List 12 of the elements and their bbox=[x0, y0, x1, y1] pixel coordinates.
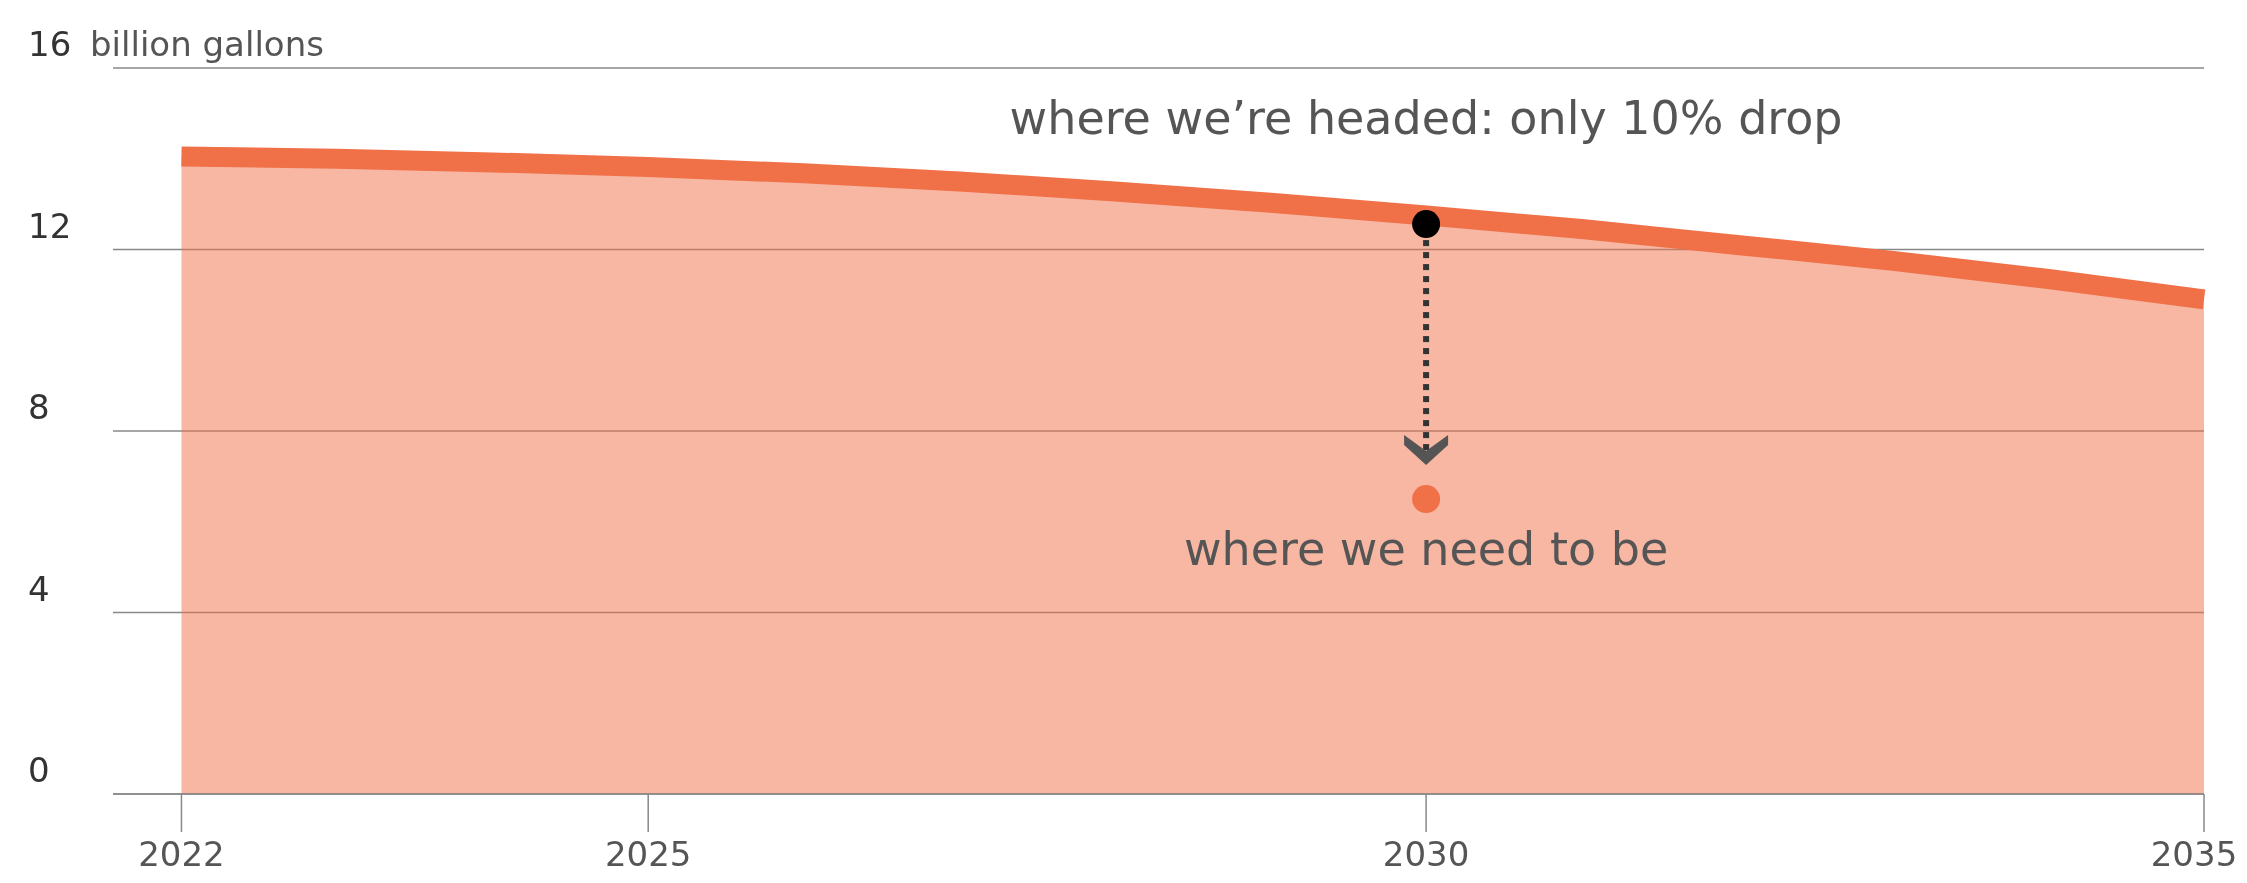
x-tick-label: 2022 bbox=[138, 834, 225, 874]
y-tick-label: 12 bbox=[28, 205, 72, 246]
y-axis-title: billion gallons bbox=[90, 24, 324, 64]
x-tick-label: 2025 bbox=[604, 834, 692, 874]
x-tick-label: 2030 bbox=[1382, 834, 1470, 874]
y-tick-label: 4 bbox=[28, 568, 50, 609]
x-tick-label: 2035 bbox=[2150, 834, 2238, 874]
annotation: where we’re headed: only 10% drop bbox=[1009, 91, 1843, 146]
y-tick-label: 8 bbox=[28, 387, 50, 427]
y-tick-label: 0 bbox=[28, 750, 50, 790]
annotation: where we need to be bbox=[1183, 522, 1669, 577]
y-tick-label: 16 bbox=[28, 24, 72, 64]
